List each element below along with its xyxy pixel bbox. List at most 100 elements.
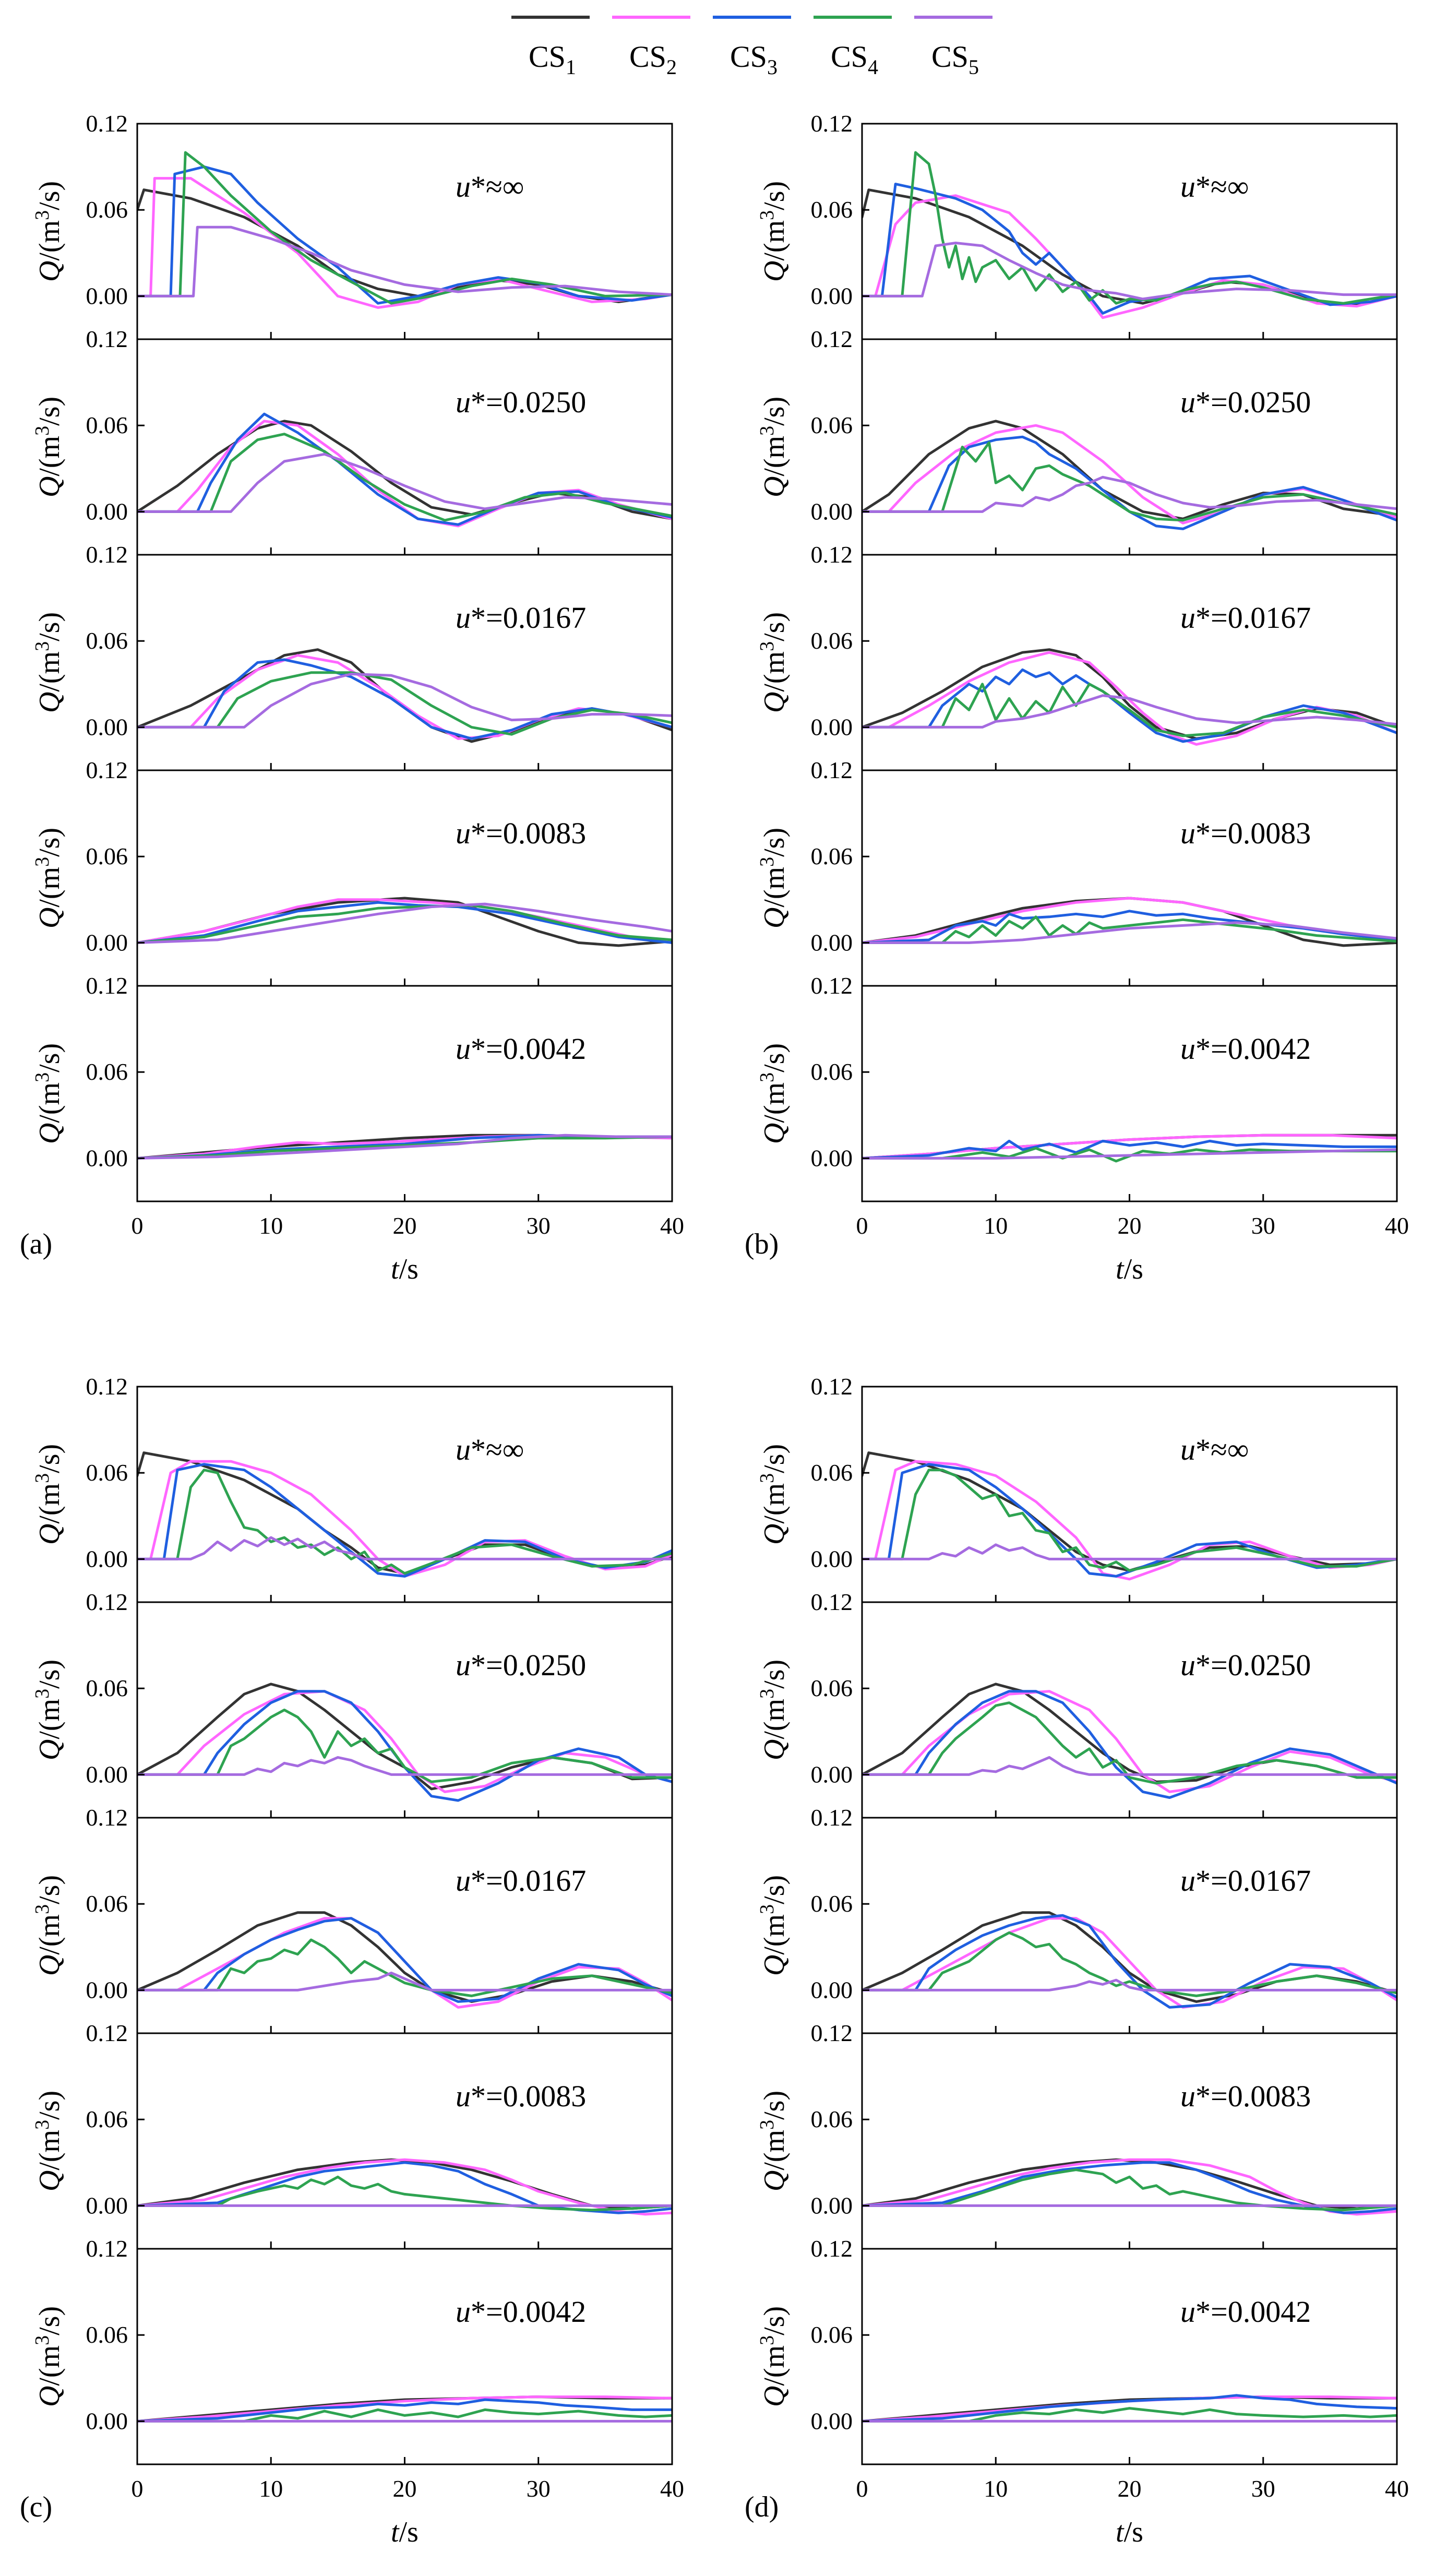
series-line-cs4 xyxy=(862,441,1397,522)
y-axis-label: Q/(m3/s) xyxy=(31,397,66,497)
panel-a: 0.00 0.06 0.12 Q/(m3/s) u*≈∞ 0.00 0.06 0.12 Q/(m… xyxy=(20,110,684,1285)
series-line-cs2 xyxy=(137,1690,672,1793)
series-line-cs4 xyxy=(137,671,672,736)
y-tick-label: 0.12 xyxy=(86,541,128,568)
y-tick-label: 0.00 xyxy=(811,1144,853,1171)
subplot-row-1: 0.00 0.06 0.12 Q/(m3/s) u*≈∞ xyxy=(756,110,1398,340)
y-tick-label: 0.06 xyxy=(811,1675,853,1701)
x-tick-label: 40 xyxy=(1385,2475,1409,2502)
series-line-cs5 xyxy=(137,452,672,513)
y-axis-label: Q/(m3/s) xyxy=(756,1444,791,1545)
series-group xyxy=(862,2394,1397,2423)
y-tick-label: 0.12 xyxy=(86,757,128,783)
y-axis-label: Q/(m3/s) xyxy=(31,2306,66,2407)
series-group xyxy=(137,412,672,528)
series-group xyxy=(862,1911,1397,2009)
series-group xyxy=(137,2158,672,2216)
series-line-cs3 xyxy=(137,1917,672,2003)
legend-item-cs5: CS5 xyxy=(914,16,992,79)
x-axis-label: t/s xyxy=(391,1253,418,1285)
series-line-cs4 xyxy=(137,2408,672,2423)
panel-b: 0.00 0.06 0.12 Q/(m3/s) u*≈∞ 0.00 0.06 0.12 Q/(m… xyxy=(745,110,1409,1285)
series-line-cs4 xyxy=(137,904,672,944)
x-tick-label: 20 xyxy=(1118,1212,1142,1239)
series-line-cs4 xyxy=(137,1135,672,1160)
subplot-row-4: 0.00 0.06 0.12 Q/(m3/s) u*=0.0083 xyxy=(31,757,673,987)
series-line-cs5 xyxy=(137,1134,672,1160)
series-line-cs5 xyxy=(137,1971,672,1991)
y-axis-label: Q/(m3/s) xyxy=(756,181,791,282)
series-group xyxy=(137,1683,672,1802)
y-tick-label: 0.00 xyxy=(811,929,853,956)
y-tick-label: 0.00 xyxy=(811,2192,853,2219)
series-group xyxy=(137,2395,672,2423)
panel-label: (c) xyxy=(20,2491,52,2523)
y-tick-label: 0.06 xyxy=(86,1675,128,1701)
y-axis-label: Q/(m3/s) xyxy=(756,1660,791,1760)
y-tick-label: 0.12 xyxy=(86,1589,128,1615)
y-tick-label: 0.12 xyxy=(86,326,128,352)
subplot-row-3: 0.00 0.06 0.12 Q/(m3/s) u*=0.0167 xyxy=(31,541,673,771)
y-tick-label: 0.06 xyxy=(811,2321,853,2348)
plot-frame xyxy=(136,1386,673,1603)
series-group xyxy=(862,648,1397,746)
plot-frame xyxy=(861,985,1398,1202)
subplot-row-1: 0.00 0.06 0.12 Q/(m3/s) u*≈∞ xyxy=(756,1373,1398,1603)
plot-frame xyxy=(136,2032,673,2250)
series-line-cs2 xyxy=(137,898,672,944)
plot-frame xyxy=(861,2248,1398,2465)
x-tick-label: 30 xyxy=(1251,1212,1275,1239)
subplot-row-3: 0.00 0.06 0.12 Q/(m3/s) u*=0.0167 xyxy=(756,541,1398,771)
subplot-row-5: 0.00 0.06 0.12 Q/(m3/s) u*=0.0042 xyxy=(756,2235,1398,2465)
subplot-row-4: 0.00 0.06 0.12 Q/(m3/s) u*=0.0083 xyxy=(31,2020,673,2250)
series-line-cs2 xyxy=(862,1917,1397,2009)
y-tick-label: 0.12 xyxy=(811,1589,853,1615)
u-star-annotation: u*≈∞ xyxy=(1180,1433,1249,1466)
x-tick-label: 40 xyxy=(660,1212,684,1239)
subplot-row-5: 0.00 0.06 0.12 Q/(m3/s) u*=0.0042 xyxy=(31,972,673,1202)
y-tick-label: 0.12 xyxy=(811,1373,853,1400)
subplot-row-5: 0.00 0.06 0.12 Q/(m3/s) u*=0.0042 xyxy=(31,2235,673,2465)
y-axis-label: Q/(m3/s) xyxy=(756,397,791,497)
plot-frame xyxy=(861,769,1398,987)
y-tick-label: 0.00 xyxy=(86,713,128,740)
y-axis-label: Q/(m3/s) xyxy=(756,828,791,928)
plot-frame xyxy=(861,1601,1398,1819)
series-line-cs1 xyxy=(862,420,1397,520)
x-tick-label: 0 xyxy=(856,2475,868,2502)
x-axis-label: t/s xyxy=(1116,2516,1143,2548)
y-axis-label: Q/(m3/s) xyxy=(31,1444,66,1545)
y-tick-label: 0.12 xyxy=(811,541,853,568)
y-tick-label: 0.00 xyxy=(86,1976,128,2003)
subplot-row-5: 0.00 0.06 0.12 Q/(m3/s) u*=0.0042 xyxy=(756,972,1398,1202)
y-tick-label: 0.12 xyxy=(86,1373,128,1400)
y-tick-label: 0.12 xyxy=(811,110,853,137)
y-axis-label: Q/(m3/s) xyxy=(756,1875,791,1976)
plot-frame xyxy=(136,2248,673,2465)
y-axis-label: Q/(m3/s) xyxy=(756,612,791,713)
u-star-annotation: u*=0.0042 xyxy=(1180,1032,1311,1066)
series-line-cs4 xyxy=(862,683,1397,737)
y-tick-label: 0.12 xyxy=(811,757,853,783)
series-line-cs3 xyxy=(862,1139,1397,1160)
u-star-annotation: u*=0.0250 xyxy=(456,385,586,419)
series-group xyxy=(137,1134,672,1160)
series-line-cs1 xyxy=(137,1451,672,1575)
series-line-cs5 xyxy=(137,673,672,729)
series-group xyxy=(862,897,1397,947)
series-line-cs4 xyxy=(862,151,1397,305)
series-line-cs5 xyxy=(862,921,1397,944)
y-tick-label: 0.00 xyxy=(86,1144,128,1171)
x-tick-label: 0 xyxy=(856,1212,868,1239)
subplot-row-1: 0.00 0.06 0.12 Q/(m3/s) u*≈∞ xyxy=(31,1373,673,1603)
subplot-row-3: 0.00 0.06 0.12 Q/(m3/s) u*=0.0167 xyxy=(756,1804,1398,2034)
series-line-cs5 xyxy=(137,1536,672,1560)
series-line-cs3 xyxy=(862,2394,1397,2423)
y-tick-label: 0.06 xyxy=(811,1890,853,1917)
plot-frame xyxy=(136,554,673,771)
y-tick-label: 0.12 xyxy=(811,2235,853,2262)
u-star-annotation: u*=0.0042 xyxy=(456,2295,586,2329)
series-line-cs3 xyxy=(137,901,672,944)
x-tick-label: 20 xyxy=(1118,2475,1142,2502)
series-line-cs3 xyxy=(137,1690,672,1802)
